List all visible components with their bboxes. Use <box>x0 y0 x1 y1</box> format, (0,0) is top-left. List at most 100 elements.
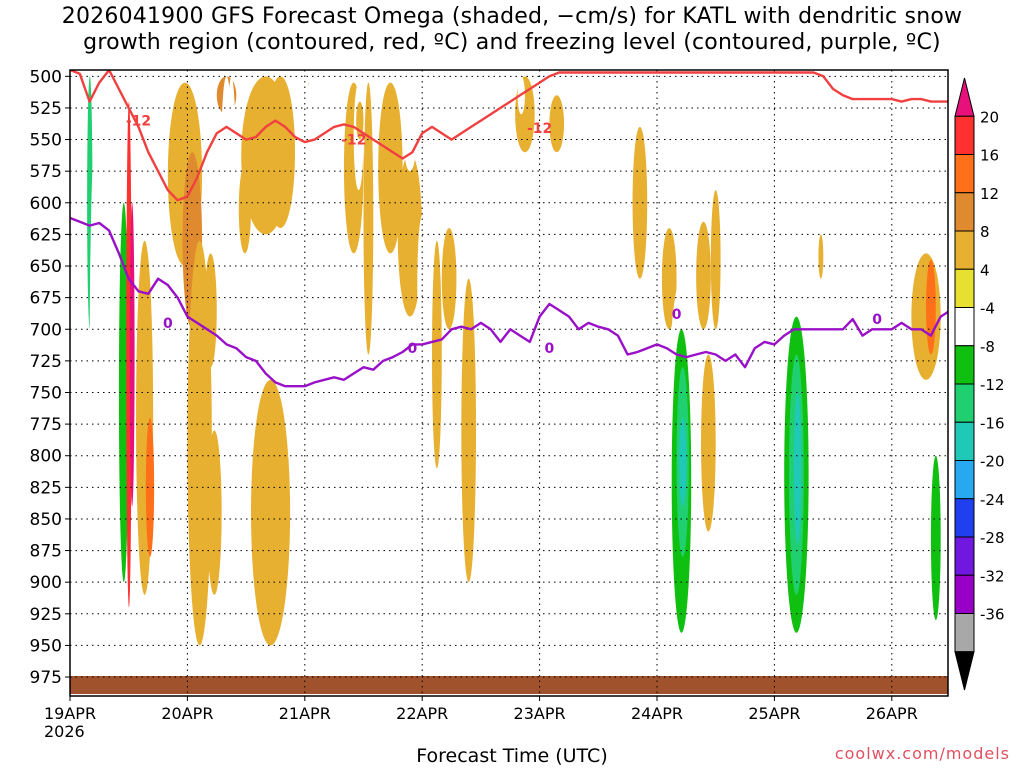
colorbar-cell <box>954 574 975 614</box>
x-tick-label: 21APR <box>279 704 331 723</box>
colorbar-cell <box>954 77 975 117</box>
y-tick-label: 950 <box>30 636 62 656</box>
omega-region <box>661 228 677 330</box>
y-tick-label: 650 <box>30 257 62 277</box>
colorbar-cell <box>954 460 975 500</box>
x-tick-label: 20APR <box>161 704 213 723</box>
omega-region <box>701 354 716 532</box>
omega-region <box>1004 203 1010 405</box>
omega-region <box>1002 76 1012 557</box>
omega-region <box>126 101 132 608</box>
omega-region <box>926 259 936 355</box>
contour-label: 0 <box>163 316 173 332</box>
y-tick-label: 625 <box>30 225 62 245</box>
x-tick-label: 22APR <box>396 704 448 723</box>
omega-region <box>206 430 222 595</box>
colorbar-label: -12 <box>980 376 1005 394</box>
omega-region <box>632 126 648 279</box>
colorbar-cell <box>954 536 975 576</box>
dgz-contour-layer <box>70 70 948 202</box>
omega-region <box>204 253 217 368</box>
omega-region <box>480 430 516 621</box>
omega-region <box>129 202 135 507</box>
plot-frame <box>69 69 949 697</box>
freezing-level-layer <box>70 216 948 388</box>
omega-region <box>265 76 296 229</box>
y-tick-label: 875 <box>30 542 62 562</box>
colorbar-cell <box>954 230 975 270</box>
colorbar-cell <box>954 498 975 538</box>
y-tick-label: 575 <box>30 162 62 182</box>
y-tick-label: 900 <box>30 573 62 593</box>
colorbar-cell <box>954 115 975 155</box>
omega-region <box>363 82 374 355</box>
colorbar-label: 8 <box>980 223 990 241</box>
colorbar-label: 4 <box>980 261 990 279</box>
omega-region <box>911 253 941 380</box>
omega-region <box>378 82 403 254</box>
omega-region <box>226 76 237 304</box>
omega-region <box>940 312 948 549</box>
colorbar-label: -4 <box>980 300 995 318</box>
omega-region <box>517 228 540 583</box>
x-tick-label: 24APR <box>631 704 683 723</box>
omega-region <box>461 278 477 583</box>
colorbar-label: -36 <box>980 606 1005 624</box>
contour-label: -12 <box>527 121 552 137</box>
chart-title-line-1: 2026041900 GFS Forecast Omega (shaded, −… <box>61 4 963 29</box>
colorbar-label: 16 <box>980 147 999 165</box>
colorbar: 20 16 12 8 4 -4 -8 -12 -16 -20 -24 -28 -32 -36 <box>954 77 1005 691</box>
x-tick-label: 2026 <box>44 722 85 741</box>
colorbar-cell <box>954 613 975 653</box>
chart-title-line-2: growth region (contoured, red, ºC) and f… <box>83 30 941 55</box>
omega-shading-layer <box>79 76 1024 678</box>
y-tick-label: 525 <box>30 99 62 119</box>
omega-region <box>111 145 122 678</box>
y-tick-label: 750 <box>30 383 62 403</box>
omega-region <box>441 228 457 330</box>
omega-region <box>588 443 609 583</box>
colorbar-label: -32 <box>980 567 1005 585</box>
omega-region <box>250 379 291 646</box>
contour-label: 0 <box>545 341 555 357</box>
contour-label: 0 <box>872 312 882 328</box>
x-tick-label: 19APR <box>44 704 96 723</box>
contour-label: -12 <box>126 114 151 130</box>
omega-region <box>145 417 155 557</box>
omega-region <box>828 386 848 482</box>
colorbar-cell <box>954 268 975 308</box>
x-tick-label: 23APR <box>514 704 566 723</box>
colorbar-cell <box>954 307 975 347</box>
omega-region <box>696 221 711 330</box>
y-axis: 500 525 550 575 600 625 650 675 700 725 750 775 800 8… <box>30 67 70 688</box>
omega-region <box>1019 140 1024 330</box>
colorbar-label: -28 <box>980 529 1005 547</box>
x-axis-title: Forecast Time (UTC) <box>416 745 608 767</box>
colorbar-cell <box>954 345 975 385</box>
omega-region <box>549 95 565 153</box>
omega-region <box>431 240 442 469</box>
omega-region <box>691 291 706 595</box>
y-tick-label: 600 <box>30 194 62 214</box>
colorbar-label: 20 <box>980 108 999 126</box>
colorbar-cell <box>954 154 975 194</box>
y-tick-label: 925 <box>30 605 62 625</box>
omega-region <box>867 424 878 545</box>
y-tick-label: 500 <box>30 67 62 87</box>
omega-region <box>818 234 824 279</box>
colorbar-cell <box>954 421 975 461</box>
y-tick-label: 775 <box>30 415 62 435</box>
colorbar-label: -16 <box>980 414 1005 432</box>
y-tick-label: 975 <box>30 668 62 688</box>
grid-layer <box>69 70 948 696</box>
colorbar-label: -20 <box>980 453 1005 471</box>
y-tick-label: 850 <box>30 510 62 530</box>
omega-region <box>930 455 941 621</box>
contour-label: -12 <box>341 133 366 149</box>
colorbar-label: -24 <box>980 491 1005 509</box>
freezing-level-contour <box>70 216 948 388</box>
y-tick-label: 550 <box>30 131 62 151</box>
contour-label: 0 <box>672 307 682 323</box>
y-tick-label: 800 <box>30 447 62 467</box>
